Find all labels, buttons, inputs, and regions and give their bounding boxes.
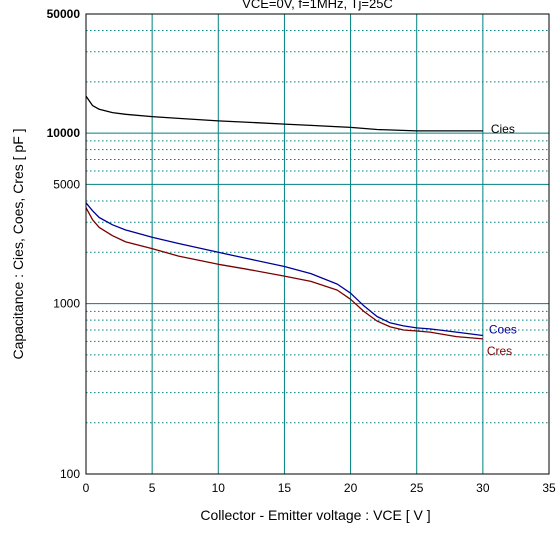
series-line-cres [85,207,483,340]
x-tick-label: 30 [476,481,490,495]
series-line-cies [85,95,483,132]
series-labels: Cies Coes Cres [487,122,517,358]
series-line-coes [85,202,483,337]
y-tick-label: 50000 [47,7,81,21]
series-label-cies: Cies [491,122,515,136]
x-axis-label: Collector - Emitter voltage : VCE [ V ] [200,507,430,523]
series-label-cres: Cres [487,344,512,358]
x-tick-label: 10 [212,481,226,495]
series-label-coes: Coes [489,322,517,336]
x-tick-label: 35 [542,481,556,495]
x-tick-label: 25 [410,481,424,495]
series-layer [85,95,483,340]
x-tick-label: 0 [83,481,90,495]
x-tick-labels: 0 5 10 15 20 25 30 35 [83,481,556,495]
y-axis-label: Capacitance : Cies, Coes, Cres [ pF ] [10,128,26,359]
x-tick-label: 15 [278,481,292,495]
y-tick-label: 1000 [53,297,80,311]
chart-grid [86,14,549,474]
y-tick-label: 5000 [53,177,80,191]
y-tick-labels: 100 1000 5000 10000 50000 [47,7,81,481]
y-tick-label: 10000 [47,126,81,140]
x-tick-label: 20 [344,481,358,495]
plot-frame [85,13,550,475]
x-tick-label: 5 [149,481,156,495]
y-tick-label: 100 [60,467,80,481]
chart-title: VCE=0V, f=1MHz, Tj=25C [242,0,393,11]
